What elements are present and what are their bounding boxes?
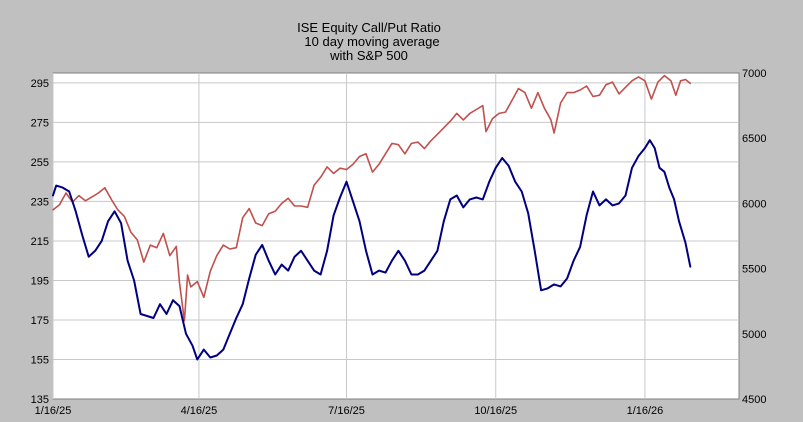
left-tick-label: 275 bbox=[31, 117, 49, 129]
right-tick-label: 4500 bbox=[742, 394, 766, 406]
x-tick-label: 1/16/25 bbox=[35, 405, 72, 417]
left-tick-label: 195 bbox=[31, 275, 49, 287]
left-tick-label: 135 bbox=[31, 394, 49, 406]
x-tick-label: 1/16/26 bbox=[627, 405, 664, 417]
right-tick-label: 6000 bbox=[742, 198, 766, 210]
title-line-1: ISE Equity Call/Put Ratio bbox=[297, 20, 441, 35]
left-tick-label: 155 bbox=[31, 354, 49, 366]
right-axis-ticks: 4500 5000 5500 6000 6500 7000 bbox=[742, 68, 766, 406]
gridlines bbox=[52, 73, 739, 399]
series-group bbox=[52, 74, 692, 361]
series-line-call-put-ratio bbox=[52, 139, 692, 361]
right-tick-label: 5500 bbox=[742, 264, 766, 276]
left-tick-label: 255 bbox=[31, 157, 49, 169]
right-tick-label: 7000 bbox=[742, 68, 766, 80]
x-tick-label: 7/16/25 bbox=[328, 405, 365, 417]
plot-area bbox=[52, 72, 740, 400]
left-tick-label: 235 bbox=[31, 196, 49, 208]
right-tick-label: 5000 bbox=[742, 329, 766, 341]
x-tick-label: 10/16/25 bbox=[474, 405, 517, 417]
chart-title: ISE Equity Call/Put Ratio 10 day moving … bbox=[297, 20, 441, 63]
x-axis-ticks: 1/16/25 4/16/25 7/16/25 10/16/25 1/16/26 bbox=[35, 405, 664, 417]
title-line-3: with S&P 500 bbox=[329, 48, 408, 63]
series-line-sp500 bbox=[52, 74, 692, 322]
title-line-2: 10 day moving average bbox=[304, 34, 439, 49]
x-tick-label: 4/16/25 bbox=[181, 405, 218, 417]
left-tick-label: 215 bbox=[31, 236, 49, 248]
right-tick-label: 6500 bbox=[742, 133, 766, 145]
left-tick-label: 175 bbox=[31, 315, 49, 327]
left-axis-ticks: 135 155 175 195 215 235 255 275 295 bbox=[31, 78, 49, 406]
left-tick-label: 295 bbox=[31, 78, 49, 90]
